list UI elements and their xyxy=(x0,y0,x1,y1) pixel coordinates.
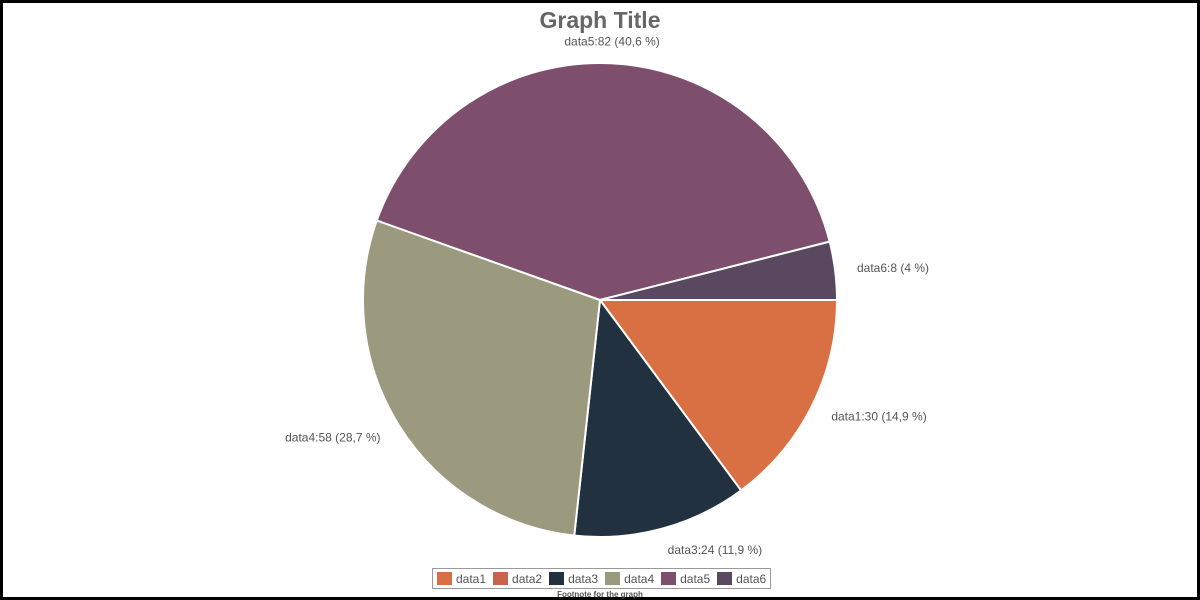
slice-label-data1: data1:30 (14,9 %) xyxy=(831,410,926,424)
legend-item-data3[interactable]: data3 xyxy=(549,572,598,586)
pie-slice-data4[interactable] xyxy=(362,219,602,537)
legend-item-data5[interactable]: data5 xyxy=(661,572,710,586)
legend-swatch-data2 xyxy=(493,572,509,585)
chart-footnote: Footnote for the graph xyxy=(557,590,643,599)
pie-slice-data6[interactable] xyxy=(599,240,839,301)
legend-swatch-data6 xyxy=(717,572,733,585)
legend-swatch-data4 xyxy=(605,572,621,585)
legend-label-data4: data4 xyxy=(624,571,655,586)
legend-label-data6: data6 xyxy=(736,571,767,586)
slice-label-data4: data4:58 (28,7 %) xyxy=(285,431,380,445)
legend-label-data5: data5 xyxy=(680,571,711,586)
pie-slice-data1[interactable] xyxy=(598,299,839,492)
slice-label-data3: data3:24 (11,9 %) xyxy=(668,543,763,557)
slice-label-data5: data5:82 (40,6 %) xyxy=(564,34,659,48)
legend-label-data1: data1 xyxy=(456,571,487,586)
legend-swatch-data1 xyxy=(437,572,452,585)
legend-swatch-data3 xyxy=(549,572,565,585)
slice-label-data6: data6:8 (4 %) xyxy=(857,261,929,275)
legend-item-data6[interactable]: data6 xyxy=(717,572,766,586)
legend-swatch-data5 xyxy=(661,572,677,585)
pie-chart: data1:30 (14,9 %) data3:24 (11,9 %) data4:… xyxy=(285,34,929,557)
pie-slice-data3[interactable] xyxy=(573,297,743,538)
legend-item-data4[interactable]: data4 xyxy=(605,572,654,586)
legend: data1 data2 data3 data4 data5 data6 xyxy=(432,568,772,589)
pie-slice-data5[interactable] xyxy=(375,62,831,302)
chart-title: Graph Title xyxy=(539,7,661,33)
legend-item-data1[interactable]: data1 xyxy=(437,572,486,586)
legend-item-data2[interactable]: data2 xyxy=(493,572,542,586)
legend-label-data2: data2 xyxy=(512,571,543,586)
legend-label-data3: data3 xyxy=(568,571,599,586)
